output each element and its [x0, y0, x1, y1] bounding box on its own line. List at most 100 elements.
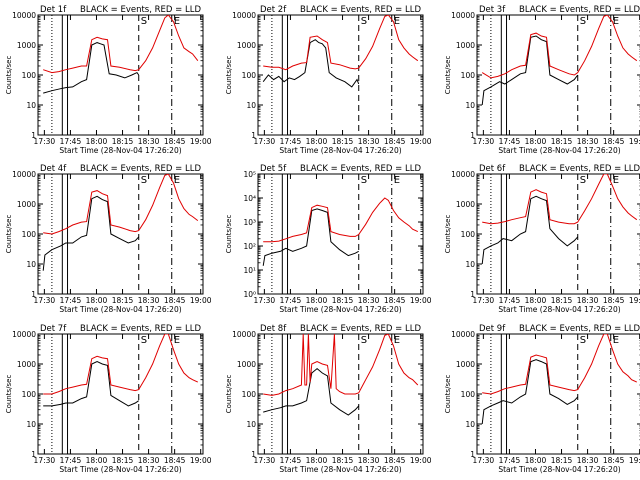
series-line-lld — [263, 334, 419, 396]
marker-label: S — [580, 16, 586, 27]
x-tick-label: 18:00 — [306, 456, 328, 465]
y-tick-label: 10000 — [232, 11, 256, 20]
marker-label: E — [174, 16, 180, 27]
y-axis-label: Counts/sec — [225, 215, 233, 254]
x-tick-label: 17:45 — [499, 296, 521, 305]
panel-title: Det 1f — [40, 5, 67, 15]
x-axis-label: Start Time (28-Nov-04 17:26:20) — [498, 305, 620, 314]
y-tick-label: 10000 — [451, 330, 475, 339]
series-line-lld — [263, 197, 419, 243]
x-axis-label: Start Time (28-Nov-04 17:26:20) — [59, 305, 181, 314]
x-tick-label: 18:30 — [138, 137, 160, 146]
y-tick-label: 10² — [243, 242, 256, 251]
y-axis-label: Counts/sec — [5, 375, 13, 414]
x-tick-label: 18:30 — [358, 456, 380, 465]
x-tick-label: 18:30 — [577, 296, 599, 305]
x-tick-label: 18:15 — [112, 456, 134, 465]
x-tick-label: 18:15 — [332, 137, 354, 146]
x-axis-label: Start Time (28-Nov-04 17:26:20) — [279, 465, 401, 474]
series-line-lld — [43, 15, 199, 74]
x-tick-label: 18:00 — [525, 456, 547, 465]
panel-title: Det 7f — [40, 324, 67, 334]
panel-legend: BLACK = Events, RED = LLD — [300, 5, 421, 15]
x-tick-label: 18:45 — [384, 296, 406, 305]
y-tick-label: 1 — [470, 450, 475, 459]
y-tick-label: 10 — [246, 420, 256, 429]
series-line-lld — [482, 334, 638, 395]
x-axis-label: Start Time (28-Nov-04 17:26:20) — [59, 465, 181, 474]
x-tick-label: 18:30 — [358, 296, 380, 305]
chart-panel-8: Det 8f BLACK = Events, RED = LLD 1 10 100 100… — [225, 324, 432, 474]
series-line-lld — [482, 174, 638, 225]
y-axis-label: Counts/sec — [5, 215, 13, 254]
x-tick-label: 18:00 — [86, 296, 108, 305]
x-tick-label: 18:15 — [332, 296, 354, 305]
x-axis-label: Start Time (28-Nov-04 17:26:20) — [498, 146, 620, 155]
series-line-events — [481, 35, 579, 106]
x-tick-label: 18:15 — [112, 296, 134, 305]
series-line-lld — [263, 15, 419, 71]
y-tick-label: 1 — [470, 290, 475, 299]
marker-label: S — [361, 16, 367, 27]
marker-label: E — [613, 16, 619, 27]
chart-panel-2: Det 2f BLACK = Events, RED = LLD 1 10 100 100… — [225, 5, 432, 155]
y-tick-label: 1 — [470, 131, 475, 140]
y-axis-label: Counts/sec — [444, 215, 452, 254]
y-tick-label: 10¹ — [243, 266, 256, 275]
x-tick-label: 18:45 — [164, 137, 186, 146]
x-tick-label: 18:00 — [306, 137, 328, 146]
marker-label: S — [580, 175, 586, 186]
y-tick-label: 1000 — [456, 360, 475, 369]
panel-legend: BLACK = Events, RED = LLD — [519, 324, 640, 334]
y-tick-label: 100 — [242, 390, 257, 399]
series-line-events — [43, 42, 140, 94]
chart-panel-9: Det 9f BLACK = Events, RED = LLD 1 10 100 100… — [444, 324, 640, 474]
x-tick-label: 19:00 — [629, 456, 640, 465]
x-tick-label: 19:00 — [190, 137, 212, 146]
y-tick-label: 1 — [251, 131, 256, 140]
y-tick-label: 10000 — [451, 170, 475, 179]
y-tick-label: 10 — [465, 420, 475, 429]
y-tick-label: 1 — [251, 450, 256, 459]
x-tick-label: 18:30 — [358, 137, 380, 146]
y-axis-label: Counts/sec — [5, 56, 13, 95]
x-tick-label: 17:30 — [254, 296, 276, 305]
x-tick-label: 18:30 — [138, 296, 160, 305]
y-axis-label: Counts/sec — [225, 375, 233, 414]
x-tick-label: 18:15 — [551, 296, 573, 305]
x-tick-label: 17:45 — [60, 137, 82, 146]
series-line-events — [43, 361, 139, 407]
series-line-events — [481, 195, 579, 265]
x-tick-label: 19:00 — [410, 296, 432, 305]
panel-title: Det 4f — [40, 164, 67, 174]
x-axis-label: Start Time (28-Nov-04 17:26:20) — [59, 146, 181, 155]
x-tick-label: 18:45 — [603, 456, 625, 465]
series-line-events — [481, 359, 579, 425]
x-tick-label: 18:00 — [306, 296, 328, 305]
y-axis-label: Counts/sec — [225, 56, 233, 95]
series-line-events — [263, 367, 360, 416]
panel-legend: BLACK = Events, RED = LLD — [300, 324, 421, 334]
y-tick-label: 10 — [26, 101, 36, 110]
panel-legend: BLACK = Events, RED = LLD — [80, 324, 201, 334]
series-line-lld — [43, 334, 199, 395]
series-line-events — [262, 39, 360, 88]
marker-label: E — [394, 16, 400, 27]
x-tick-label: 17:45 — [280, 137, 302, 146]
chart-panel-6: Det 6f BLACK = Events, RED = LLD 1 10 100 100… — [444, 164, 640, 314]
y-tick-label: 1000 — [456, 41, 475, 50]
y-tick-label: 10 — [26, 420, 36, 429]
marker-label: S — [361, 335, 367, 346]
marker-label: E — [394, 335, 400, 346]
y-tick-label: 1000 — [17, 200, 36, 209]
x-tick-label: 17:30 — [254, 137, 276, 146]
x-tick-label: 19:00 — [410, 137, 432, 146]
x-tick-label: 18:45 — [384, 456, 406, 465]
marker-label: E — [174, 175, 180, 186]
x-tick-label: 17:30 — [473, 296, 495, 305]
x-tick-label: 18:45 — [164, 456, 186, 465]
marker-label: E — [174, 335, 180, 346]
y-axis-label: Counts/sec — [444, 375, 452, 414]
x-tick-label: 18:15 — [551, 137, 573, 146]
